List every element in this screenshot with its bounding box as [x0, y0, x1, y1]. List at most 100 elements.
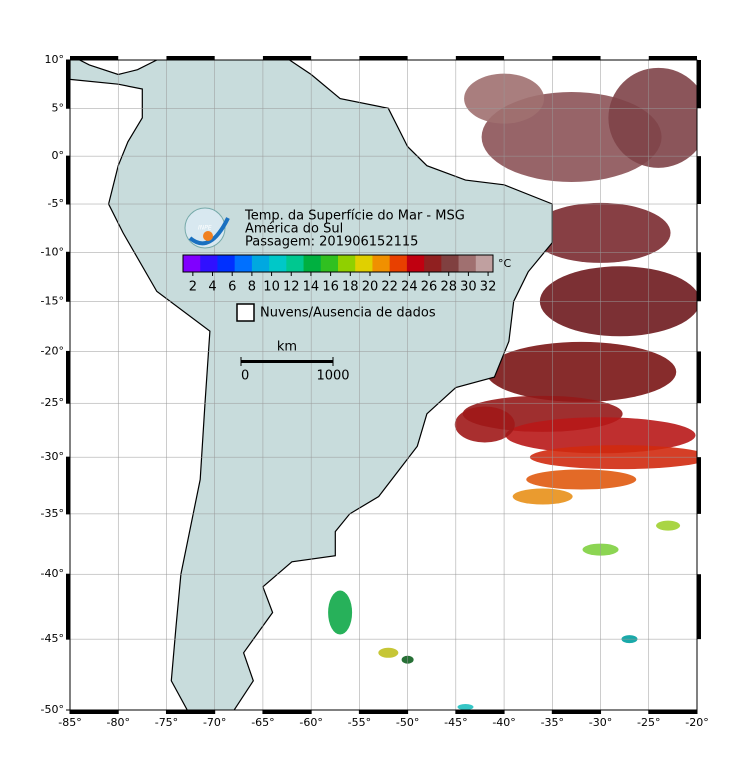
sst-patch — [457, 704, 474, 710]
frame-band — [70, 56, 119, 60]
x-tick-label: -65° — [251, 716, 274, 729]
y-tick-label: -45° — [41, 632, 64, 645]
x-tick-label: -40° — [492, 716, 515, 729]
colorbar-label: 2 — [189, 280, 197, 295]
sst-patch — [656, 520, 681, 531]
sst-patch — [526, 469, 637, 490]
colorbar-label: 18 — [342, 280, 359, 295]
y-tick-label: -5° — [48, 197, 64, 210]
frame-band — [66, 574, 70, 640]
colorbar-label: 30 — [460, 280, 477, 295]
region: América do Sul — [245, 222, 343, 237]
x-tick-label: -50° — [396, 716, 419, 729]
sst-patch — [328, 590, 353, 635]
frame-band — [66, 60, 70, 109]
scale-label: 0 — [241, 369, 249, 384]
colorbar-cell — [424, 255, 442, 272]
y-tick-label: -30° — [41, 450, 64, 463]
colorbar-cell — [200, 255, 218, 272]
frame-band — [552, 56, 601, 60]
colorbar-cell — [372, 255, 391, 272]
frame-band — [70, 710, 119, 714]
frame-band — [455, 710, 505, 714]
colorbar-label: 12 — [283, 280, 300, 295]
colorbar-label: 28 — [440, 280, 457, 295]
colorbar-cell — [320, 255, 339, 272]
frame-band — [262, 710, 312, 714]
y-tick-label: -40° — [41, 567, 64, 580]
frame-band — [648, 56, 697, 60]
colorbar-cell — [338, 255, 356, 272]
colorbar-cell — [441, 255, 460, 272]
y-tick-label: -35° — [41, 507, 64, 520]
frame-band — [697, 252, 701, 302]
colorbar-cell — [475, 255, 494, 272]
sst-patch — [378, 647, 399, 658]
scale-label: 1000 — [316, 369, 349, 384]
colorbar-label: 10 — [263, 280, 280, 295]
overlay: INPE Temp. da Superfície do Mar - MSG Am… — [182, 207, 512, 384]
legend-text: Nuvens/Ausencia de dados — [260, 306, 436, 321]
logo-text: INPE — [198, 225, 212, 232]
frame-band — [697, 351, 701, 404]
colorbar-label: 24 — [401, 280, 418, 295]
x-tick-label: -30° — [589, 716, 612, 729]
y-tick-label: 10° — [45, 53, 65, 66]
colorbar-cell — [269, 255, 287, 272]
colorbar-label: 26 — [421, 280, 438, 295]
x-tick-label: -60° — [299, 716, 322, 729]
title: Temp. da Superfície do Mar - MSG — [244, 209, 465, 224]
colorbar-cell — [406, 255, 425, 272]
colorbar-label: 32 — [480, 280, 497, 295]
x-tick-label: -55° — [348, 716, 371, 729]
colorbar-cell — [389, 255, 408, 272]
scale-unit: km — [277, 340, 297, 355]
colorbar-label: 4 — [208, 280, 216, 295]
x-tick-label: -75° — [155, 716, 178, 729]
y-tick-label: 5° — [52, 101, 65, 114]
y-tick-label: -15° — [41, 294, 64, 307]
colorbar-cell — [251, 255, 270, 272]
legend-swatch — [236, 303, 255, 322]
x-tick-label: -25° — [637, 716, 660, 729]
colorbar-cell — [355, 255, 373, 272]
colorbar-unit: °C — [498, 257, 512, 270]
frame-band — [66, 351, 70, 404]
colorbar-cell — [303, 255, 322, 272]
frame-band — [648, 710, 697, 714]
colorbar-cell — [234, 255, 253, 272]
y-tick-label: -10° — [41, 245, 64, 258]
frame-band — [697, 457, 701, 514]
frame-band — [66, 457, 70, 514]
sst-patch — [608, 67, 697, 168]
frame-band — [697, 156, 701, 205]
logo-arrow — [188, 217, 230, 246]
colorbar-label: 22 — [381, 280, 398, 295]
colorbar-label: 14 — [303, 280, 320, 295]
map-layers — [70, 60, 697, 710]
colorbar-cell — [217, 255, 236, 272]
frame-band — [455, 56, 505, 60]
x-tick-label: -85° — [58, 716, 81, 729]
colorbar-label: 6 — [228, 280, 236, 295]
x-tick-label: -80° — [106, 716, 129, 729]
frame-band — [697, 574, 701, 640]
sst-patch — [454, 406, 515, 443]
sst-patch — [486, 341, 677, 402]
x-tick-label: -45° — [444, 716, 467, 729]
y-tick-label: -20° — [41, 344, 64, 357]
colorbar-cell — [286, 255, 305, 272]
scale-bar — [241, 360, 333, 363]
colorbar-label: 20 — [362, 280, 379, 295]
colorbar-cell — [183, 255, 201, 272]
frame-band — [66, 252, 70, 302]
frame-band — [66, 156, 70, 205]
x-tick-label: -35° — [541, 716, 564, 729]
frame-band — [552, 710, 601, 714]
colorbar-label: 16 — [322, 280, 339, 295]
frame-band — [166, 710, 215, 714]
y-tick-label: -25° — [41, 396, 64, 409]
x-tick-label: -70° — [203, 716, 226, 729]
x-tick-label: -20° — [685, 716, 708, 729]
